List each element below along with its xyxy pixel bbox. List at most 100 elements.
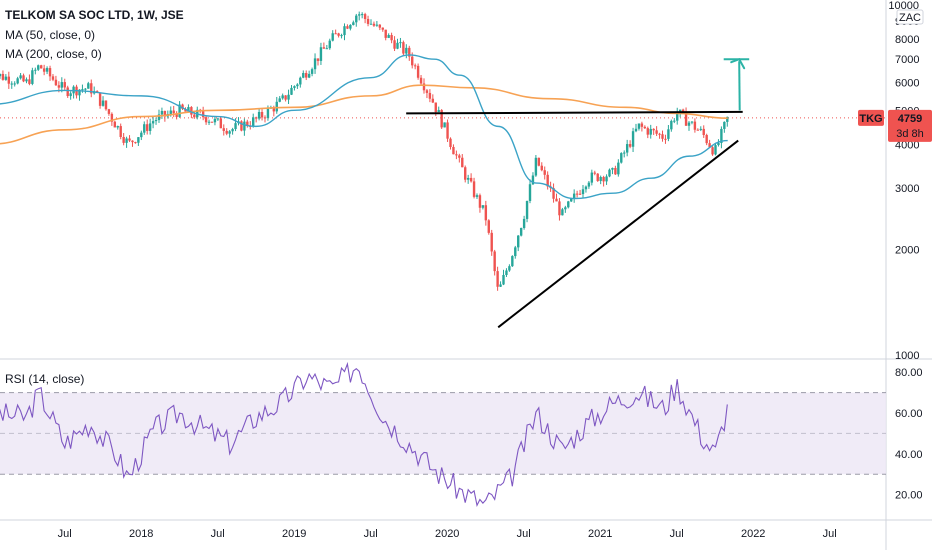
candle-body [670,120,673,130]
candle-body [490,232,493,252]
candle-body [690,121,694,123]
candle-body [281,95,284,99]
candle-body [608,169,611,177]
candle-body [113,121,117,128]
candle-body [402,42,405,54]
candle-body [655,130,658,134]
candle-body [216,118,220,120]
rsi-line [0,361,728,507]
candle-body [570,198,573,202]
price-tick-label: 3000 [895,183,919,195]
target-arrow-shaft [738,61,741,111]
candle-body [487,220,490,233]
candle-body [469,177,473,182]
candle-body [522,218,526,228]
candle-body [213,118,217,123]
candle-body [628,144,632,147]
candle-body [263,117,267,119]
candle-body [366,18,370,24]
candle-body [446,122,449,139]
candle-body [673,120,676,122]
candle-body [599,177,602,181]
candle-body [190,107,193,115]
time-tick-label: Jul [670,528,684,540]
time-tick-label: Jul [517,528,531,540]
candle-body [428,92,432,99]
candle-body [81,89,84,91]
candle-body [122,136,125,143]
candle-body [534,157,538,176]
candle-body [620,153,623,163]
ma50-legend: MA (50, close, 0) [5,28,96,42]
support-trendline [497,139,739,329]
candle-body [419,77,423,84]
candle-body [726,116,729,122]
candle-body [134,142,137,144]
candle-body [572,193,576,199]
candle-body [514,247,517,257]
candle-body [128,138,131,141]
candle-body [131,140,134,143]
candle-body [337,33,340,36]
candle-body [623,152,626,154]
candle-body [387,35,390,38]
time-tick-label: 2020 [435,528,459,540]
candle-body [699,128,702,130]
candle-body [425,90,429,93]
candle-body [257,111,261,119]
candle-body [472,181,476,197]
candle-body [617,162,620,175]
candle-body [343,26,346,36]
candle-body [375,24,379,26]
candle-body [587,182,591,187]
candle-body [169,110,172,114]
candle-body [278,98,281,102]
rsi-tick-label: 80.00 [895,367,923,379]
candle-body [519,227,523,236]
candle-body [643,126,647,129]
candle-body [422,83,426,91]
candle-body [543,170,546,175]
candle-body [54,79,58,86]
candle-body [151,121,155,124]
candle-body [125,138,128,143]
candle-body [252,117,255,127]
candle-body [505,270,508,275]
candle-body [34,69,37,71]
candle-body [37,65,40,70]
currency-label: ZAC [899,12,921,24]
candle-body [434,102,437,113]
candle-body [51,76,55,80]
candle-body [508,266,511,271]
ma200-line [0,84,728,145]
candle-body [678,109,682,113]
candle-body [110,113,114,122]
candle-body [272,107,276,112]
candle-body [381,27,384,30]
candle-body [546,174,549,187]
candle-body [63,82,66,88]
candle-body [646,128,649,135]
candle-body [711,147,714,155]
candle-body [316,58,320,61]
time-tick-label: Jul [58,528,72,540]
candle-body [328,40,331,49]
candle-body [340,35,343,37]
candle-body [181,104,184,109]
candle-body [390,35,393,41]
candle-body [611,167,614,170]
candle-body [40,65,43,69]
candle-body [564,207,567,210]
candle-body [254,117,258,119]
candle-body [222,128,225,131]
price-tick-label: 10000 [888,0,919,12]
candle-body [396,42,399,49]
symbol-title: TELKOM SA SOC LTD, 1W, JSE [5,8,184,22]
rsi-tick-label: 40.00 [895,449,923,461]
candle-body [484,205,488,221]
candle-body [296,84,299,87]
candle-body [664,138,667,140]
candle-body [464,167,467,180]
candle-body [360,14,364,16]
